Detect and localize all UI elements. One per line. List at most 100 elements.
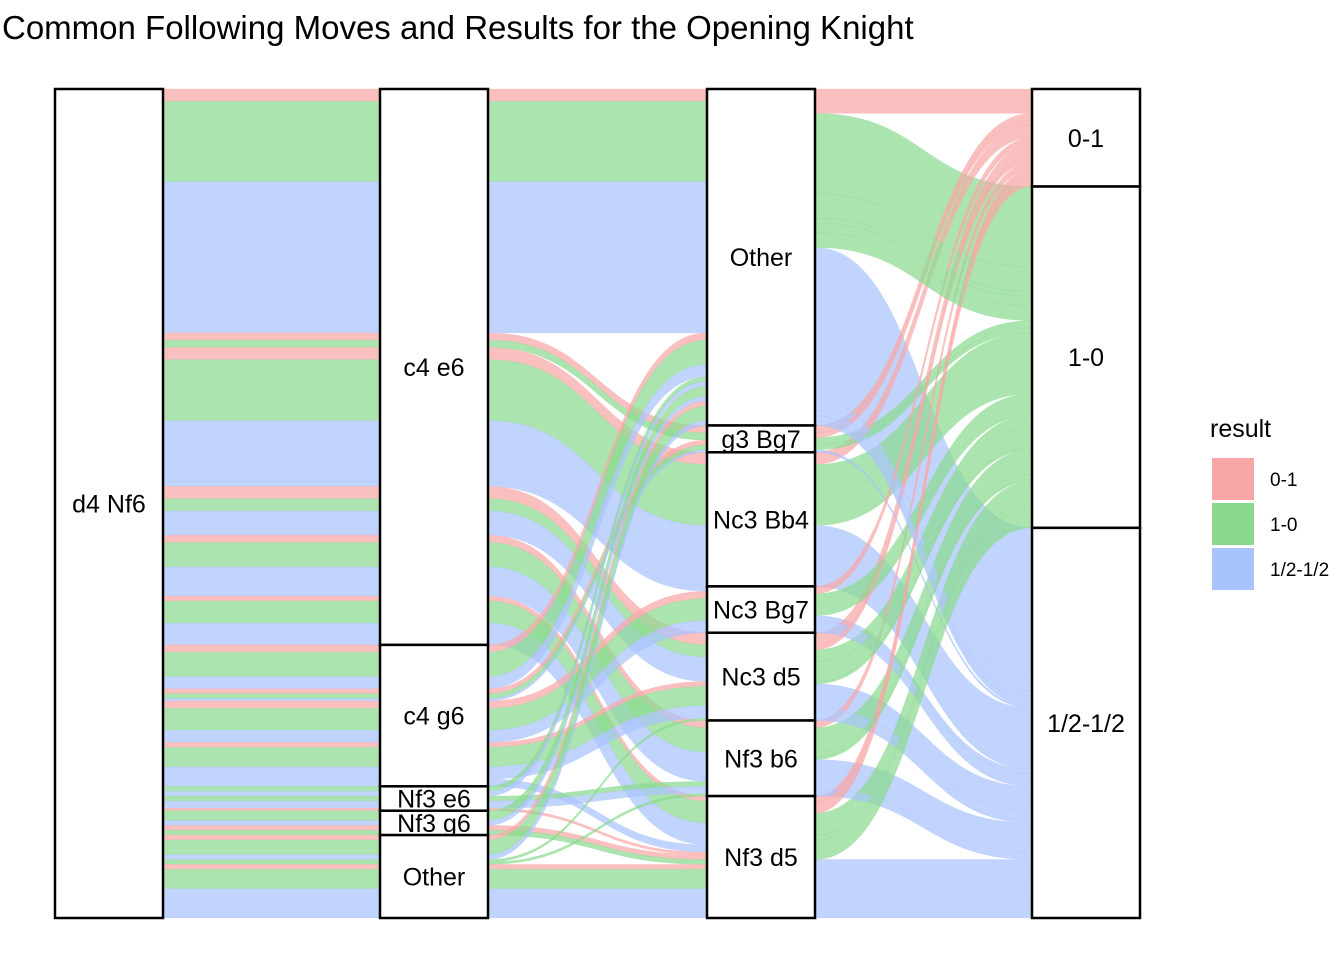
flow-opening-move2 — [162, 600, 381, 624]
flow-opening-move2 — [162, 481, 381, 487]
legend-swatch — [1212, 548, 1254, 590]
stratum-label: g3 Bg7 — [721, 426, 800, 454]
legend-label: 1/2-1/2 — [1270, 560, 1329, 581]
flow-opening-move2 — [162, 651, 381, 677]
flow-opening-move2 — [162, 688, 381, 694]
stratum-box — [705, 585, 817, 634]
flow-opening-move2 — [162, 693, 381, 699]
flow-move3-result — [814, 859, 1033, 882]
flow-opening-move2 — [162, 88, 381, 102]
flow-opening-move2 — [162, 747, 381, 768]
flow-opening-move2 — [162, 861, 381, 865]
stratum-box — [705, 87, 817, 427]
stratum-box — [1030, 526, 1142, 920]
stratum-label: 1/2-1/2 — [1047, 710, 1125, 738]
stratum-label: 0-1 — [1068, 125, 1104, 153]
flow-opening-move2 — [162, 498, 381, 512]
legend: result 0-1 1-0 1/2-1/2 — [1210, 415, 1329, 590]
flow-opening-move2 — [162, 868, 381, 890]
stratum-box — [705, 719, 817, 798]
flow-opening-move2 — [162, 825, 381, 831]
flow-move2-move3 — [487, 100, 708, 182]
stratum-box — [378, 785, 490, 812]
flow-move3-result — [814, 881, 1033, 890]
stratum-box — [705, 451, 817, 588]
stratum-box — [378, 833, 490, 920]
flow-move3-result — [814, 888, 1033, 919]
flow-opening-move2 — [162, 839, 381, 855]
stratum-label: Nc3 d5 — [721, 664, 800, 692]
flow-opening-move2 — [162, 347, 381, 360]
flow-opening-move2 — [162, 359, 381, 421]
flow-opening-move2 — [162, 810, 381, 821]
stratum-label: Nc3 Bb4 — [713, 506, 809, 534]
stratum-box — [53, 87, 165, 920]
stratum-label: c4 g6 — [403, 703, 464, 731]
stratum-label: d4 Nf6 — [72, 491, 146, 519]
stratum-box — [1030, 87, 1142, 188]
stratum-label: Nc3 Bg7 — [713, 597, 809, 625]
flow-opening-move2 — [162, 700, 381, 709]
flow-opening-move2 — [162, 698, 381, 702]
flow-opening-move2 — [162, 742, 381, 748]
stratum-box — [1030, 185, 1142, 530]
flow-opening-move2 — [162, 820, 381, 826]
flow-move2-move3 — [487, 864, 708, 870]
legend-label: 1-0 — [1270, 515, 1297, 536]
flow-opening-move2 — [162, 100, 381, 182]
flow-layer — [162, 88, 1033, 919]
flow-opening-move2 — [162, 766, 381, 780]
flow-opening-move2 — [162, 795, 381, 802]
flow-move2-move3 — [487, 888, 708, 919]
stratum-label: Nf3 b6 — [724, 745, 798, 773]
chart-title: Common Following Moves and Results for t… — [2, 9, 914, 46]
flow-move3-result — [814, 108, 1033, 114]
flow-opening-move2 — [162, 807, 381, 812]
flow-opening-move2 — [162, 790, 381, 797]
stratum-label: Other — [403, 864, 466, 892]
flow-opening-move2 — [162, 786, 381, 792]
flow-opening-move2 — [162, 420, 381, 482]
legend-swatch — [1212, 458, 1254, 500]
flow-opening-move2 — [162, 864, 381, 870]
flow-opening-move2 — [162, 486, 381, 499]
flow-opening-move2 — [162, 339, 381, 348]
flow-opening-move2 — [162, 181, 381, 334]
flow-move2-move3 — [487, 181, 708, 334]
flow-opening-move2 — [162, 332, 381, 341]
flow-opening-move2 — [162, 859, 381, 863]
stratum-label: Other — [730, 244, 793, 272]
stratum-label: Nf3 e6 — [397, 786, 471, 814]
flow-opening-move2 — [162, 778, 381, 787]
flow-opening-move2 — [162, 534, 381, 543]
stratum-label: Nf3 d5 — [724, 844, 798, 872]
flow-move2-move3 — [487, 88, 708, 102]
legend-swatch — [1212, 503, 1254, 545]
flow-opening-move2 — [162, 622, 381, 646]
flow-opening-move2 — [162, 566, 381, 597]
legend-title: result — [1210, 415, 1271, 443]
flow-opening-move2 — [162, 800, 381, 809]
flow-opening-move2 — [162, 708, 381, 731]
flow-opening-move2 — [162, 834, 381, 841]
stratum-box — [705, 794, 817, 920]
stratum-box — [378, 87, 490, 647]
stratum-box — [378, 809, 490, 837]
flow-opening-move2 — [162, 729, 381, 743]
flow-opening-move2 — [162, 644, 381, 653]
stratum-label: 1-0 — [1068, 344, 1104, 372]
flow-opening-move2 — [162, 510, 381, 536]
flow-opening-move2 — [162, 595, 381, 602]
flow-move3-result — [814, 100, 1033, 109]
legend-label: 0-1 — [1270, 470, 1297, 491]
stratum-label: Nf3 g6 — [397, 810, 471, 838]
flow-move3-result — [814, 88, 1033, 102]
stratum-label: c4 e6 — [403, 354, 464, 382]
flow-move2-move3 — [487, 868, 708, 890]
flow-opening-move2 — [162, 676, 381, 690]
flow-opening-move2 — [162, 542, 381, 568]
flow-opening-move2 — [162, 888, 381, 919]
flow-opening-move2 — [162, 829, 381, 836]
